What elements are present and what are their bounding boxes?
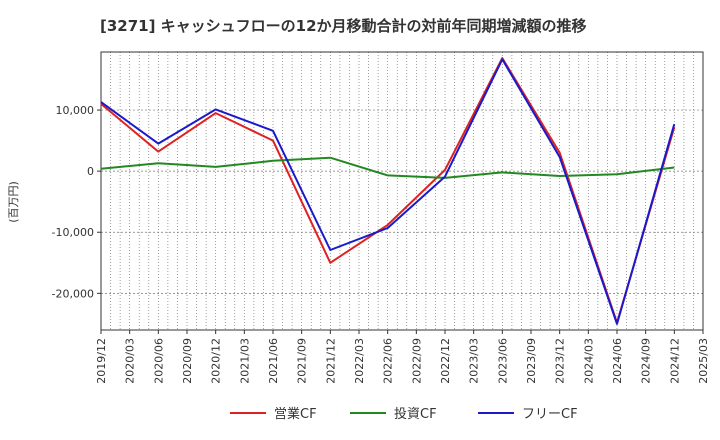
x-tick-label: 2023/12 bbox=[554, 338, 567, 384]
x-tick-label: 2024/06 bbox=[611, 338, 624, 384]
x-tick-label: 2023/06 bbox=[496, 338, 509, 384]
plot-frame bbox=[100, 51, 704, 331]
legend-label-2: 投資CF bbox=[394, 406, 437, 422]
y-tick-label: -10,000 bbox=[52, 226, 94, 239]
x-tick-label: 2020/03 bbox=[124, 338, 137, 384]
x-tick-label: 2020/12 bbox=[210, 338, 223, 384]
x-tick-label: 2024/03 bbox=[582, 338, 595, 384]
x-tick-label: 2024/09 bbox=[640, 338, 653, 384]
x-tick-label: 2022/03 bbox=[353, 338, 366, 384]
legend: 営業CF 投資CF フリーCF bbox=[230, 406, 578, 422]
x-tick-label: 2021/03 bbox=[238, 338, 251, 384]
y-tick-label: 10,000 bbox=[56, 104, 95, 117]
plot-area: 10,000 0 -10,000 -20,000 2019/12 2020/03 2020/… bbox=[52, 51, 710, 384]
y-tick-label: 0 bbox=[87, 165, 94, 178]
legend-label-3: フリーCF bbox=[522, 407, 578, 422]
chart-title: [3271] キャッシュフローの12か月移動合計の対前年同期増減額の推移 bbox=[100, 17, 587, 35]
x-tick-label: 2024/12 bbox=[668, 338, 681, 384]
series-line-2 bbox=[100, 156, 675, 179]
legend-label-1: 営業CF bbox=[274, 406, 317, 422]
y-tick-label: -20,000 bbox=[52, 287, 94, 300]
x-tick-label: 2022/09 bbox=[410, 338, 423, 384]
x-tick-label: 2025/03 bbox=[697, 338, 710, 384]
x-tick-label: 2021/12 bbox=[324, 338, 337, 384]
x-tick-label: 2023/03 bbox=[468, 338, 481, 384]
x-tick-label: 2020/06 bbox=[152, 338, 165, 384]
series-line-1 bbox=[100, 57, 676, 324]
x-tick-label: 2020/09 bbox=[181, 338, 194, 384]
x-tick-label: 2021/09 bbox=[296, 338, 309, 384]
x-tick-label: 2023/09 bbox=[525, 338, 538, 384]
x-tick-label: 2019/12 bbox=[95, 338, 108, 384]
y-axis-label: (百万円) bbox=[7, 181, 20, 223]
series-line-3 bbox=[100, 58, 676, 325]
x-tick-label: 2022/12 bbox=[439, 338, 452, 384]
x-tick-label: 2022/06 bbox=[382, 338, 395, 384]
x-tick-label: 2021/06 bbox=[267, 338, 280, 384]
